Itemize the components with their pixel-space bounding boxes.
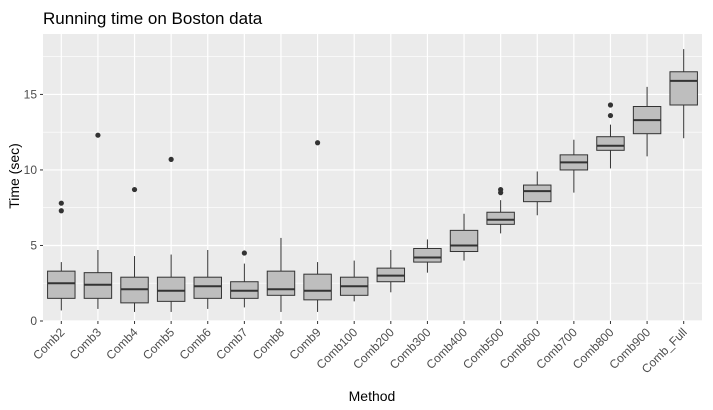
box-comb300: [413, 239, 442, 273]
y-tick-label: 0: [30, 314, 37, 328]
box-iqr: [413, 247, 442, 263]
plot-panel: [43, 34, 702, 321]
x-tick-label: Comb4: [103, 325, 140, 362]
x-tick-label: Comb7: [213, 325, 250, 362]
outlier-point: [58, 200, 64, 206]
box-comb2: [47, 200, 76, 311]
outlier-point: [58, 208, 64, 214]
outlier-point: [498, 186, 504, 193]
outlier-point: [168, 156, 174, 162]
box-iqr: [669, 71, 698, 106]
y-tick-label: 15: [24, 87, 38, 101]
box-iqr: [523, 184, 552, 203]
x-tick-label: Comb3: [67, 325, 104, 362]
box-iqr: [266, 270, 296, 296]
box-comb5: [156, 156, 186, 312]
x-tick-label: Comb2: [30, 325, 67, 362]
x-tick-label: Comb6: [177, 325, 214, 362]
outlier-point: [607, 112, 614, 119]
box-iqr: [449, 229, 479, 253]
box-iqr: [596, 136, 625, 151]
outlier-point: [314, 140, 321, 146]
box-comb9: [303, 140, 332, 312]
box-comb900: [632, 86, 662, 157]
y-tick-label: 5: [30, 238, 37, 252]
box-iqr: [486, 211, 515, 225]
box-comb700: [559, 139, 589, 193]
x-tick-label: Comb8: [250, 325, 287, 362]
box-comb800: [596, 102, 625, 169]
outlier-point: [607, 102, 614, 108]
box-comb8: [266, 237, 296, 312]
box-comb4: [120, 186, 149, 312]
x-axis-ticks: Comb2 Comb3 Comb4 Comb5 Comb6 Comb7 Comb8 Comb9…: [30, 321, 690, 376]
outlier-point: [95, 132, 101, 138]
outlier-point: [241, 250, 247, 256]
box-iqr: [193, 276, 222, 299]
box-comb600: [523, 171, 552, 216]
x-axis-title: Method: [349, 388, 396, 404]
box-comb3: [83, 132, 113, 309]
y-axis-ticks: 0 5 10 15: [24, 87, 43, 328]
box-comb200: [376, 250, 406, 293]
box-comb_full: [669, 49, 698, 139]
minor-gridlines: [43, 56, 702, 284]
y-tick-label: 10: [24, 163, 38, 177]
chart-title: Running time on Boston data: [43, 9, 263, 28]
box-comb400: [449, 213, 479, 261]
box-comb100: [339, 260, 369, 302]
y-axis-title: Time (sec): [6, 143, 22, 209]
boxes-group: [47, 49, 698, 312]
x-tick-label: Comb5: [140, 325, 177, 362]
box-iqr: [303, 273, 332, 301]
box-iqr: [156, 276, 186, 302]
box-comb6: [193, 250, 222, 309]
outlier-point: [131, 186, 138, 193]
box-iqr: [47, 270, 76, 299]
box-comb7: [230, 250, 259, 308]
box-comb500: [486, 186, 515, 234]
